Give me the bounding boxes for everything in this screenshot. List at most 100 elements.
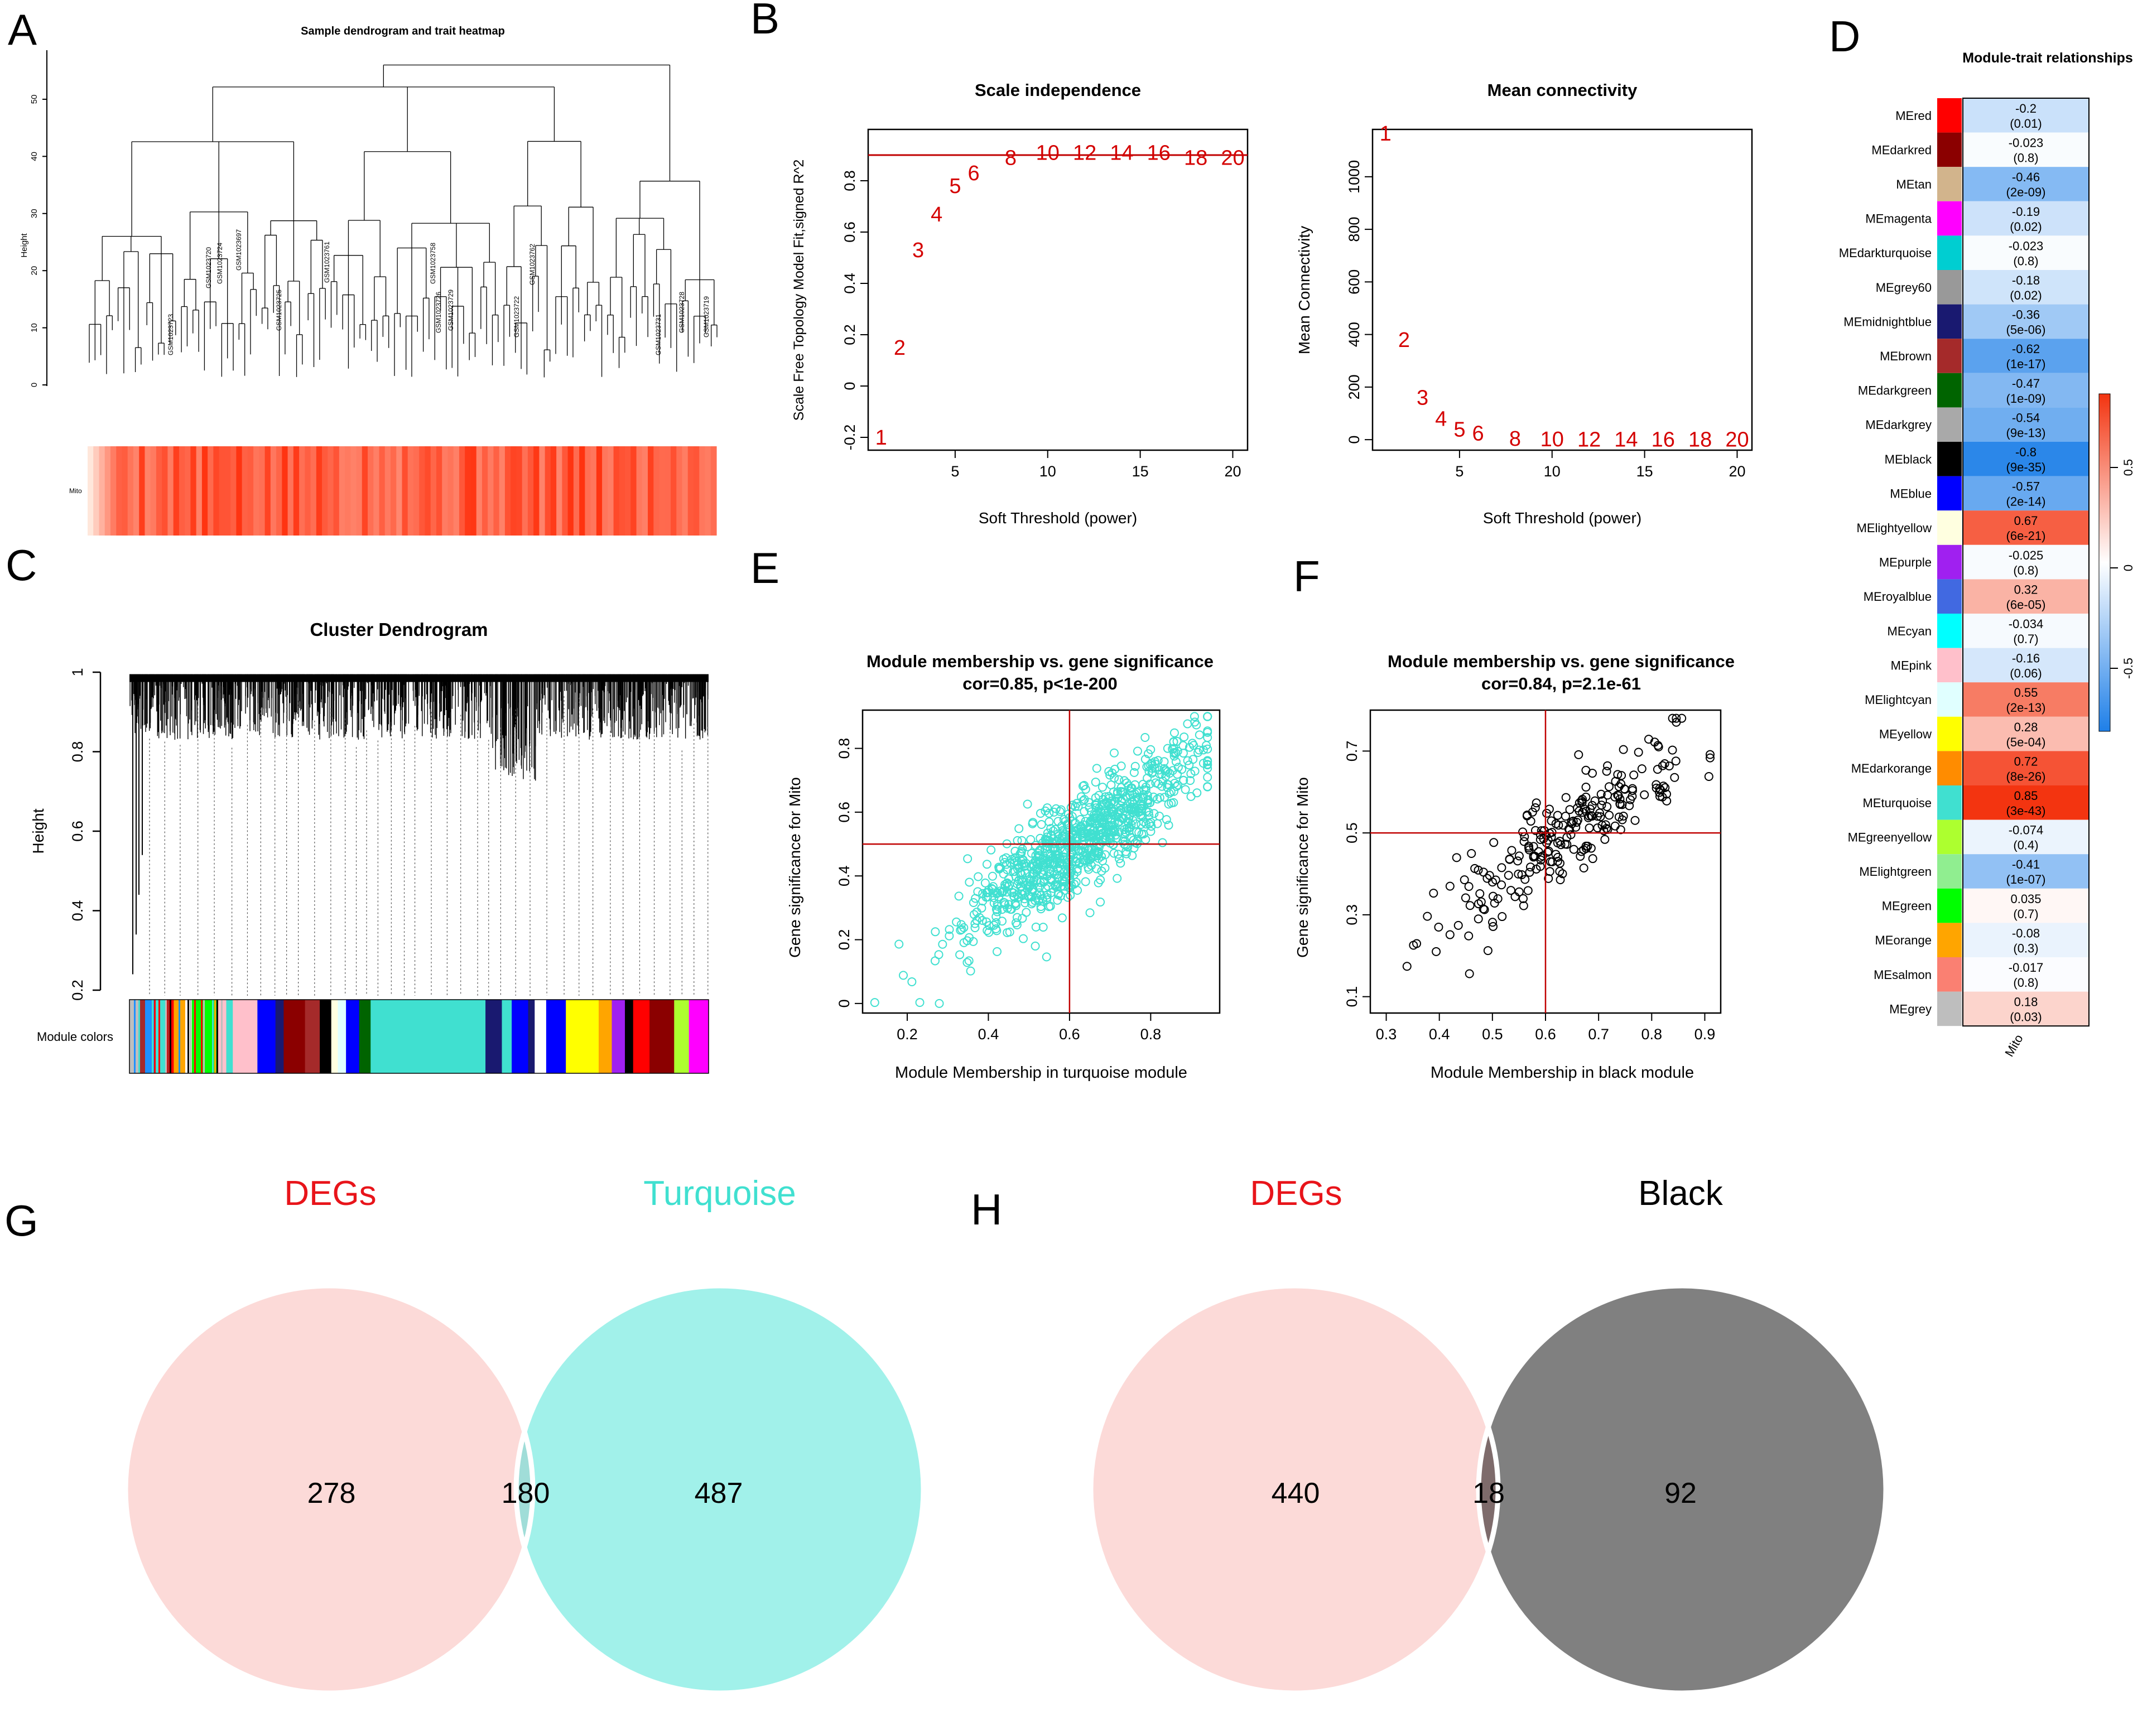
panel-a-sample-dendrogram: Sample dendrogram and trait heatmap Heig… — [20, 25, 718, 536]
panel-d-module-name: MEdarkgrey — [1865, 418, 1932, 432]
panel-e-point — [1185, 742, 1194, 752]
panel-e-point — [1044, 808, 1054, 818]
panel-d-heat-cell — [1963, 991, 2089, 1026]
panel-a-heat-cell — [293, 446, 300, 536]
panel-d-cor-value: -0.017 — [2009, 961, 2043, 975]
panel-b1-point-label: 2 — [894, 336, 906, 360]
panel-d-cor-value: -0.18 — [2012, 273, 2040, 287]
panel-f-point — [1544, 874, 1553, 883]
panel-f-subtitle: cor=0.84, p=2.1e-61 — [1481, 674, 1641, 693]
panel-f-point — [1526, 862, 1535, 872]
panel-d-cor-value: 0.85 — [2014, 789, 2038, 803]
panel-e-point — [1116, 761, 1126, 771]
panel-d-module-name: MEroyalblue — [1864, 590, 1932, 604]
panel-c-y-tick-label: 0.6 — [69, 821, 86, 842]
panel-c-module-color-block — [370, 1000, 486, 1073]
panel-a-y-tick-label: 0 — [30, 383, 39, 387]
panel-b1-point-label: 1 — [875, 426, 887, 450]
panel-e-point — [1113, 874, 1122, 883]
panel-d-module-name: MEcyan — [1888, 624, 1932, 638]
panel-a-heat-cell — [368, 446, 374, 536]
panel-f-point — [1514, 869, 1523, 879]
panel-e-point — [1125, 823, 1134, 832]
panel-e-point — [945, 925, 954, 934]
panel-e-point — [1097, 866, 1106, 876]
panel-e-point — [954, 891, 964, 901]
panel-e-point — [1170, 779, 1179, 788]
panel-f-point — [1630, 816, 1640, 825]
panel-f-point — [1588, 854, 1597, 864]
panel-c-cluster-dendrogram: Cluster Dendrogram Height 0.20.40.60.81 … — [30, 619, 709, 1074]
panel-e-point — [1077, 833, 1087, 842]
panel-e-point — [1009, 867, 1018, 876]
panel-d-p-value: (3e-43) — [2006, 804, 2046, 818]
panel-d-heat-cell — [1963, 476, 2089, 511]
panel-f-point — [1467, 848, 1476, 858]
venn-g-overlap-count: 180 — [502, 1477, 550, 1510]
panel-e-point — [1125, 799, 1135, 809]
panel-f-point — [1640, 790, 1649, 799]
panel-f-point — [1506, 886, 1515, 895]
venn-h-black-circle — [1479, 1286, 1886, 1693]
panel-c-module-color-block — [275, 1000, 284, 1073]
panel-f-point — [1596, 812, 1605, 822]
panel-e-point — [993, 947, 1002, 956]
panel-e-point — [1017, 889, 1026, 899]
panel-e-point — [915, 998, 925, 1007]
panel-b2-point-label: 8 — [1509, 427, 1521, 451]
panel-f-point — [1539, 826, 1549, 835]
panel-d-p-value: (2e-14) — [2006, 495, 2046, 509]
panel-b-mean-connectivity: Mean connectivity Soft Threshold (power)… — [1296, 80, 1753, 527]
panel-f-point — [1460, 875, 1469, 885]
panel-a-heat-cell — [402, 446, 408, 536]
panel-d-heat-cell — [1963, 716, 2089, 751]
panel-d-module-swatch — [1937, 304, 1962, 339]
panel-e-point — [1038, 858, 1048, 867]
panel-d-heat-cell — [1963, 888, 2089, 923]
panel-d-heat-cell — [1963, 854, 2089, 889]
panel-c-module-color-block — [625, 1000, 634, 1073]
panel-c-color-bar-frame — [129, 999, 709, 1074]
panel-f-axes: 0.3 0.4 0.5 0.6 0.7 0.8 0.9 0.1 0.3 0.5 0.7 — [1344, 741, 1715, 1043]
panel-e-point — [1019, 934, 1028, 943]
panel-f-point — [1523, 886, 1533, 895]
panel-d-module-trait-heatmap: Module-trait relationships MEred -0.2 (0.0… — [1839, 50, 2135, 1059]
panel-f-point — [1655, 792, 1664, 801]
panel-e-point — [1010, 856, 1019, 865]
panel-e-subtitle: cor=0.85, p<1e-200 — [962, 674, 1117, 693]
panel-e-point — [1106, 814, 1115, 823]
panel-a-heat-cell — [436, 446, 442, 536]
panel-b1-xlabel: Soft Threshold (power) — [979, 509, 1137, 527]
panel-e-plot-frame — [861, 709, 1221, 1014]
panel-d-module-swatch — [1937, 442, 1962, 476]
panel-c-module-color-stripe — [165, 1000, 167, 1073]
panel-f-point — [1660, 759, 1669, 768]
panel-d-module-swatch — [1937, 682, 1962, 717]
panel-b2-y-tick-label: 200 — [1346, 374, 1363, 399]
panel-e-point — [1060, 831, 1069, 841]
panel-b2-x-tick-label: 5 — [1455, 463, 1463, 480]
panel-e-point — [983, 926, 992, 935]
panel-c-module-color-block — [485, 1000, 502, 1073]
panel-e-point — [1159, 757, 1169, 766]
panel-c-y-tick-label: 1 — [69, 668, 86, 676]
panel-b2-y-tick-label: 800 — [1346, 217, 1363, 242]
panel-e-point — [1109, 848, 1119, 858]
panel-f-x-tick-label: 0.3 — [1376, 1026, 1397, 1043]
panel-e-point — [1017, 870, 1026, 879]
panel-e-point — [1028, 819, 1037, 828]
panel-a-heat-cell — [699, 446, 706, 536]
panel-e-point — [894, 939, 904, 949]
panel-a-heat-cell — [539, 446, 546, 536]
panel-d-heat-cell — [1963, 819, 2089, 855]
panel-f-point — [1596, 789, 1606, 799]
panel-f-point — [1504, 871, 1513, 880]
panel-e-point — [1154, 779, 1163, 789]
panel-f-point — [1530, 826, 1540, 835]
venn-h-degs-circle — [1091, 1286, 1498, 1693]
venn-h-right-label: Black — [1638, 1174, 1723, 1213]
panel-f-point — [1464, 882, 1474, 891]
panel-a-heat-cell — [465, 446, 471, 536]
panel-f-point — [1580, 804, 1589, 814]
